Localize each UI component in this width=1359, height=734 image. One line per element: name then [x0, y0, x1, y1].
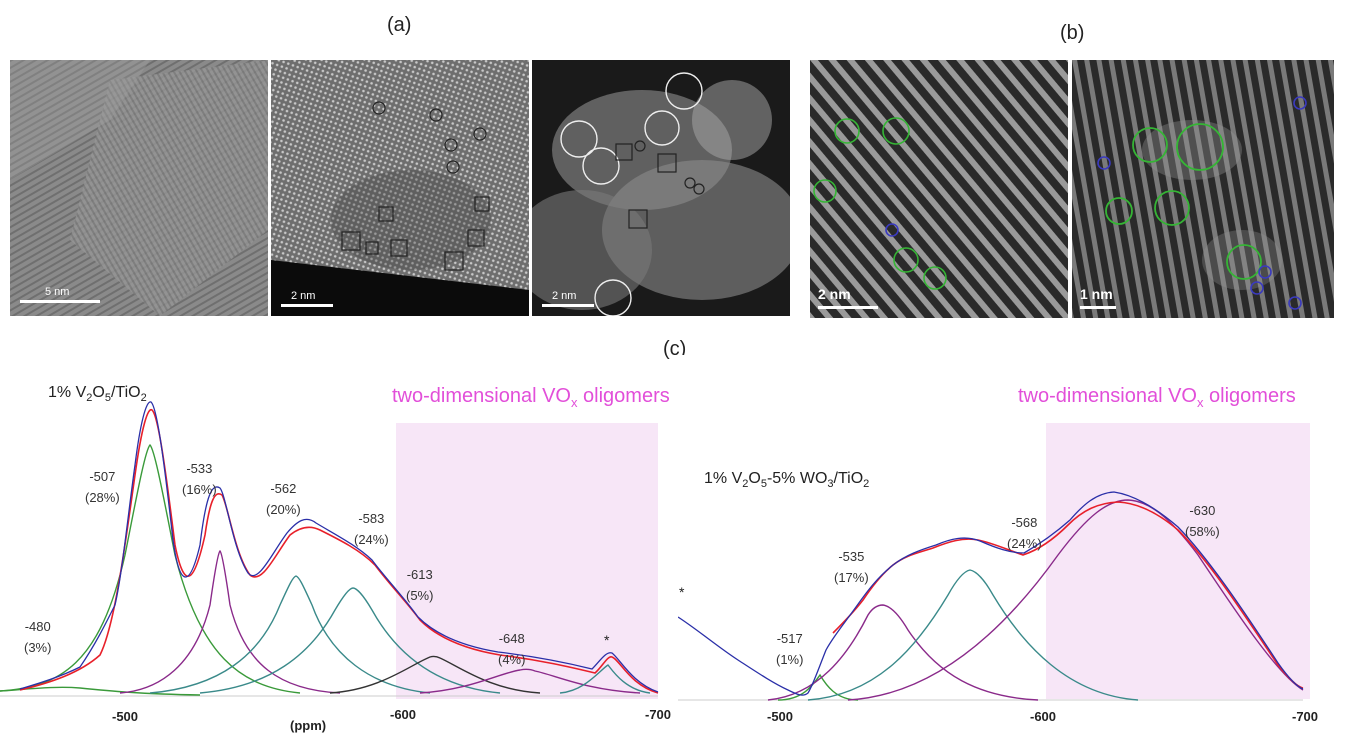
peak-label: -568 (24%): [1007, 515, 1042, 551]
artifact-star: *: [679, 584, 685, 600]
peak-label: -507 (28%): [85, 469, 120, 505]
experimental-curve-left: [19, 401, 659, 693]
peak-label: -583 (24%): [354, 511, 389, 547]
peak-label: -535 (17%): [834, 549, 869, 585]
scalebar: [20, 300, 100, 303]
peak-fit-648: [419, 668, 641, 694]
scalebar: [1080, 306, 1116, 309]
peak-fit-613: [329, 655, 541, 694]
peak-fit-star: [559, 664, 651, 694]
spectrum-right-title: 1% V2O5-5% WO3/TiO2: [704, 470, 870, 491]
peak-fit-535: [767, 604, 1039, 701]
x-tick-label: -500: [767, 709, 794, 724]
scalebar-label: 1 nm: [1080, 286, 1113, 302]
x-tick-label: -600: [1030, 709, 1057, 724]
peak-label: -480 (3%): [24, 619, 52, 655]
scalebar: [542, 304, 594, 307]
oligomer-label-left: two-dimensional VOx oligomers: [392, 385, 670, 410]
scalebar-label: 5 nm: [45, 286, 70, 298]
peak-label: -517 (1%): [776, 631, 804, 667]
peak-fit-480: [0, 686, 201, 696]
haadf-image-1: 2 nm: [271, 60, 529, 316]
hrtem-image: 5 nm: [10, 60, 268, 316]
x-axis-label: (ppm): [290, 718, 327, 733]
haadf-image-2: 2 nm: [532, 60, 790, 316]
peak-fit-517: [777, 673, 859, 701]
panel-c-label: (c): [663, 338, 687, 360]
scalebar: [818, 306, 878, 309]
spectrum-left-title: 1% V2O5/TiO2: [48, 384, 147, 405]
oligomer-label-right: two-dimensional VOx oligomers: [1018, 385, 1296, 410]
scalebar-label: 2 nm: [552, 290, 577, 302]
panel-a-label: (a): [387, 14, 412, 36]
x-tick-label: -700: [645, 707, 672, 722]
peak-label: -630 (58%): [1185, 503, 1220, 539]
peak-fit-568: [807, 569, 1139, 701]
peak-fit-562: [149, 575, 431, 694]
peak-label: -648 (4%): [498, 631, 526, 667]
scalebar-label: 2 nm: [818, 286, 851, 302]
peak-label: -562 (20%): [266, 481, 301, 517]
haadf-image-3: 2 nm: [810, 60, 1068, 318]
artifact-star: *: [604, 632, 610, 648]
oligomer-region-left: [396, 423, 658, 699]
panel-b-label: (b): [1060, 22, 1085, 44]
scalebar-label: 2 nm: [291, 290, 316, 302]
scalebar: [281, 304, 333, 307]
haadf-image-4: 1 nm: [1072, 60, 1334, 318]
x-tick-label: -600: [390, 707, 417, 722]
peak-label: -533 (16%): [182, 461, 217, 497]
peak-label: -613 (5%): [406, 567, 434, 603]
x-tick-label: -700: [1292, 709, 1319, 724]
peak-fit-583: [199, 587, 501, 694]
nmr-spectrum-left: [0, 355, 680, 734]
peak-fit-507: [0, 444, 301, 694]
peak-fit-533: [119, 550, 341, 694]
nmr-spectrum-right: [678, 355, 1359, 734]
peak-fit-630: [847, 499, 1304, 701]
experimental-curve-right: [678, 491, 1304, 696]
x-tick-label: -500: [112, 709, 139, 724]
